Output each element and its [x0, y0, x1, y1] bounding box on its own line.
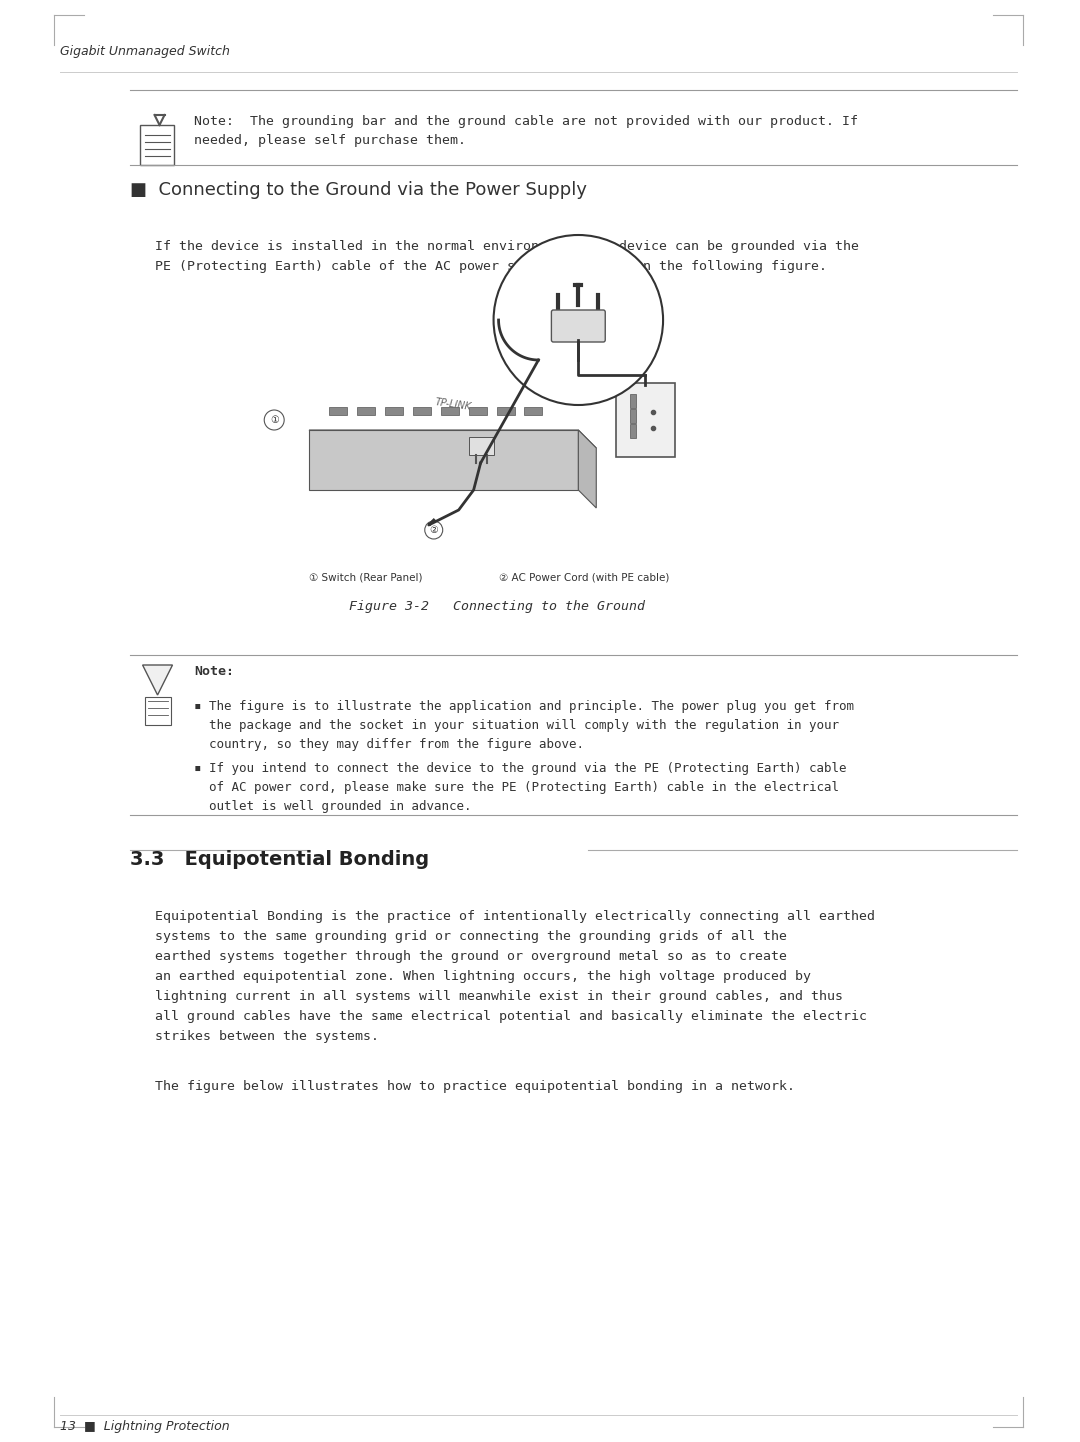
Text: ①: ①: [270, 415, 279, 425]
Polygon shape: [143, 665, 173, 695]
FancyBboxPatch shape: [145, 696, 171, 725]
Circle shape: [265, 410, 284, 430]
FancyBboxPatch shape: [617, 384, 675, 457]
Text: ① Switch (Rear Panel): ① Switch (Rear Panel): [309, 572, 422, 583]
Text: Figure 3-2   Connecting to the Ground: Figure 3-2 Connecting to the Ground: [349, 600, 645, 613]
FancyBboxPatch shape: [469, 407, 487, 415]
Text: The figure below illustrates how to practice equipotential bonding in a network.: The figure below illustrates how to prac…: [154, 1080, 795, 1093]
FancyBboxPatch shape: [139, 125, 175, 164]
Text: Gigabit Unmanaged Switch: Gigabit Unmanaged Switch: [59, 45, 230, 58]
Text: ② AC Power Cord (with PE cable): ② AC Power Cord (with PE cable): [499, 572, 669, 583]
FancyBboxPatch shape: [525, 407, 542, 415]
Circle shape: [424, 521, 443, 539]
FancyBboxPatch shape: [469, 437, 494, 456]
Polygon shape: [578, 430, 596, 508]
FancyBboxPatch shape: [329, 407, 347, 415]
Polygon shape: [309, 430, 578, 490]
Text: If the device is installed in the normal environment, the device can be grounded: If the device is installed in the normal…: [154, 239, 859, 273]
Text: ▪ The figure is to illustrate the application and principle. The power plug you : ▪ The figure is to illustrate the applic…: [194, 699, 854, 751]
Circle shape: [494, 235, 663, 405]
FancyBboxPatch shape: [630, 394, 636, 408]
Text: ▪ If you intend to connect the device to the ground via the PE (Protecting Earth: ▪ If you intend to connect the device to…: [194, 761, 847, 813]
Text: 13  ■  Lightning Protection: 13 ■ Lightning Protection: [59, 1420, 229, 1433]
FancyBboxPatch shape: [497, 407, 514, 415]
Text: ②: ②: [430, 525, 438, 535]
Text: Equipotential Bonding is the practice of intentionally electrically connecting a: Equipotential Bonding is the practice of…: [154, 910, 875, 1043]
Text: Note:  The grounding bar and the ground cable are not provided with our product.: Note: The grounding bar and the ground c…: [194, 115, 859, 147]
Text: Note:: Note:: [194, 665, 234, 678]
Text: ■  Connecting to the Ground via the Power Supply: ■ Connecting to the Ground via the Power…: [130, 182, 586, 199]
FancyBboxPatch shape: [441, 407, 459, 415]
Text: 3.3   Equipotential Bonding: 3.3 Equipotential Bonding: [130, 849, 429, 870]
Polygon shape: [309, 430, 596, 448]
Text: TP-LINK: TP-LINK: [435, 398, 473, 412]
FancyBboxPatch shape: [384, 407, 403, 415]
FancyBboxPatch shape: [630, 424, 636, 438]
FancyBboxPatch shape: [552, 310, 605, 342]
FancyBboxPatch shape: [413, 407, 431, 415]
FancyBboxPatch shape: [630, 410, 636, 423]
FancyBboxPatch shape: [357, 407, 375, 415]
